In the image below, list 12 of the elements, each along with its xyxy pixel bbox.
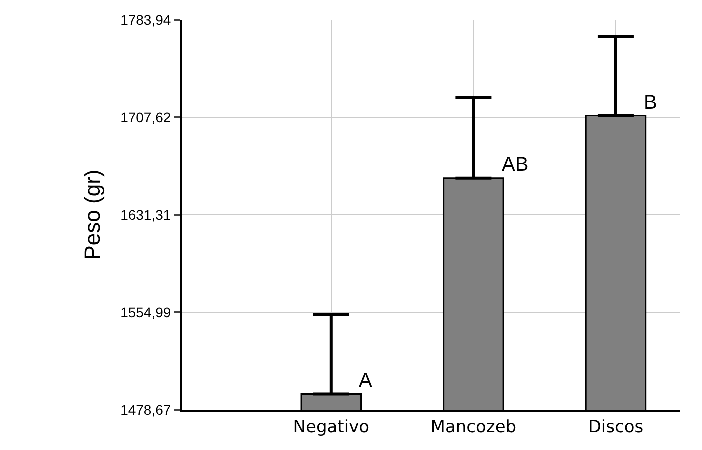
y-tick-label: 1631,31 [120,206,172,223]
annotation: A [359,370,373,392]
x-tick-label: Discos [588,417,644,438]
y-tick-label: 1478,67 [120,402,172,418]
annotation: AB [502,154,529,176]
y-axis-title: Peso (gr) [80,170,105,260]
y-tick-label: 1783,94 [120,12,172,28]
y-tick-label: 1707,62 [120,109,172,126]
x-tick-label: Mancozeb [430,417,517,438]
annotation: B [644,92,658,114]
y-tick-label: 1554,99 [120,304,172,320]
x-tick-label: Negativo [293,417,370,438]
